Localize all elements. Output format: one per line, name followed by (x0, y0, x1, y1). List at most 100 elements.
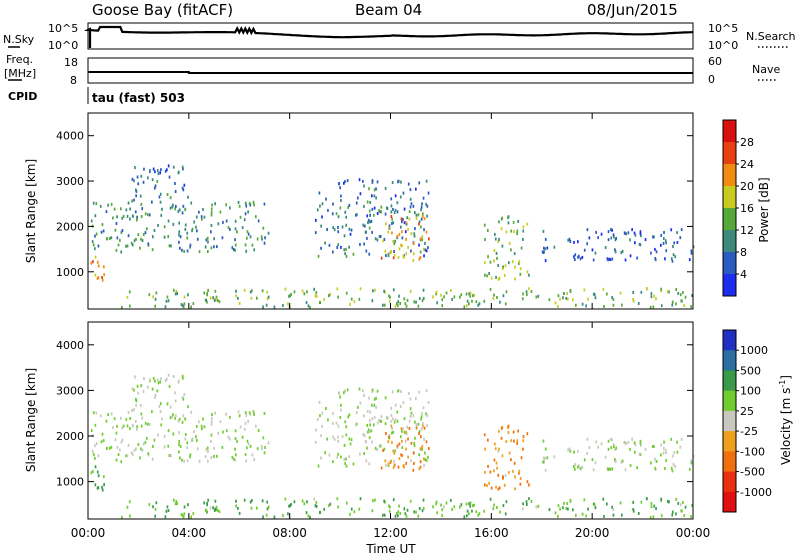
power-cell (171, 205, 174, 209)
velocity-cell (412, 468, 415, 472)
power-cell (169, 196, 172, 200)
velocity-colorbar-segment (723, 350, 736, 371)
power-cell (336, 287, 339, 291)
power-cell (349, 232, 352, 236)
power-cell (502, 294, 505, 298)
power-cell (664, 239, 667, 243)
velocity-cell (414, 436, 416, 440)
velocity-cell (179, 456, 181, 460)
power-cell (363, 242, 365, 246)
power-cell (495, 251, 498, 255)
power-cell (174, 182, 176, 185)
velocity-cell (241, 435, 244, 439)
power-cell (410, 249, 412, 253)
velocity-cell (250, 506, 253, 510)
velocity-cell (315, 504, 318, 508)
velocity-cell (393, 420, 396, 424)
power-cell (217, 222, 220, 226)
velocity-cell (382, 448, 384, 452)
velocity-cell (229, 415, 231, 419)
power-cell (234, 227, 237, 231)
power-cell (370, 219, 373, 223)
power-cell (128, 290, 131, 294)
power-cell (96, 260, 99, 264)
power-cell (380, 205, 383, 209)
velocity-cell (127, 411, 130, 414)
velocity-cell (390, 413, 393, 417)
velocity-cell (554, 511, 557, 515)
power-cell (327, 208, 329, 212)
power-cell (487, 255, 489, 259)
velocity-cell (510, 458, 512, 462)
power-cell (399, 302, 402, 305)
velocity-cell (422, 506, 425, 510)
power-cell (425, 230, 428, 234)
velocity-cell (663, 440, 665, 444)
power-cell (513, 252, 516, 256)
power-cell (147, 176, 149, 180)
velocity-cell (243, 427, 246, 431)
velocity-cell (131, 387, 134, 391)
velocity-cell (619, 501, 622, 505)
power-cell (251, 243, 254, 247)
velocity-cell (151, 410, 153, 414)
power-cell (583, 288, 586, 292)
power-cell (400, 225, 402, 229)
velocity-cell (345, 433, 348, 437)
power-cell (466, 304, 468, 308)
power-cell (493, 248, 496, 252)
power-cell (498, 276, 501, 280)
power-cell (673, 241, 676, 245)
power-cell (574, 253, 577, 257)
power-cell (402, 191, 405, 195)
velocity-cell (483, 509, 486, 513)
velocity-cell (418, 390, 421, 394)
velocity-cell (369, 410, 372, 414)
velocity-cell (577, 449, 579, 453)
power-cell (313, 287, 315, 291)
power-cell (238, 204, 241, 208)
power-cell (164, 305, 167, 309)
power-cell (210, 230, 212, 234)
velocity-cell (339, 416, 342, 419)
power-cell (567, 297, 569, 301)
power-cell (353, 300, 356, 304)
velocity-cell (690, 459, 693, 463)
power-cell (393, 250, 395, 253)
power-cell (200, 215, 203, 219)
velocity-cell (607, 439, 610, 443)
velocity-cell (243, 498, 246, 502)
velocity-cell (178, 379, 180, 383)
velocity-cell (346, 388, 349, 392)
power-cell (505, 290, 508, 294)
velocity-colorbar-title: Velocity [m s-1] (778, 375, 793, 465)
velocity-colorbar-segment (723, 330, 736, 351)
velocity-cell (664, 448, 667, 452)
power-cell (405, 252, 408, 256)
power-cell (234, 248, 236, 252)
x-tick-label: 12:00 (373, 526, 408, 540)
velocity-cell (418, 507, 421, 510)
power-cell (105, 210, 108, 214)
power-cell (168, 244, 171, 248)
power-cell (542, 229, 545, 233)
velocity-cell (307, 514, 310, 518)
velocity-cell (173, 498, 175, 502)
velocity-cell (348, 437, 351, 441)
power-cell (651, 235, 654, 239)
power-cell (660, 289, 663, 293)
power-cell (164, 169, 167, 173)
power-cell (166, 168, 168, 172)
velocity-cell (425, 459, 428, 462)
velocity-cell (378, 444, 381, 448)
velocity-cell (559, 507, 561, 511)
velocity-cell (325, 407, 327, 410)
power-cell (397, 300, 400, 304)
power-cell (592, 292, 595, 296)
velocity-cell (403, 430, 406, 434)
power-cell (575, 303, 577, 307)
power-cell (612, 233, 615, 237)
power-cell (621, 303, 623, 307)
velocity-cell (235, 504, 237, 508)
freq-right-tick-bottom: 0 (708, 73, 715, 86)
